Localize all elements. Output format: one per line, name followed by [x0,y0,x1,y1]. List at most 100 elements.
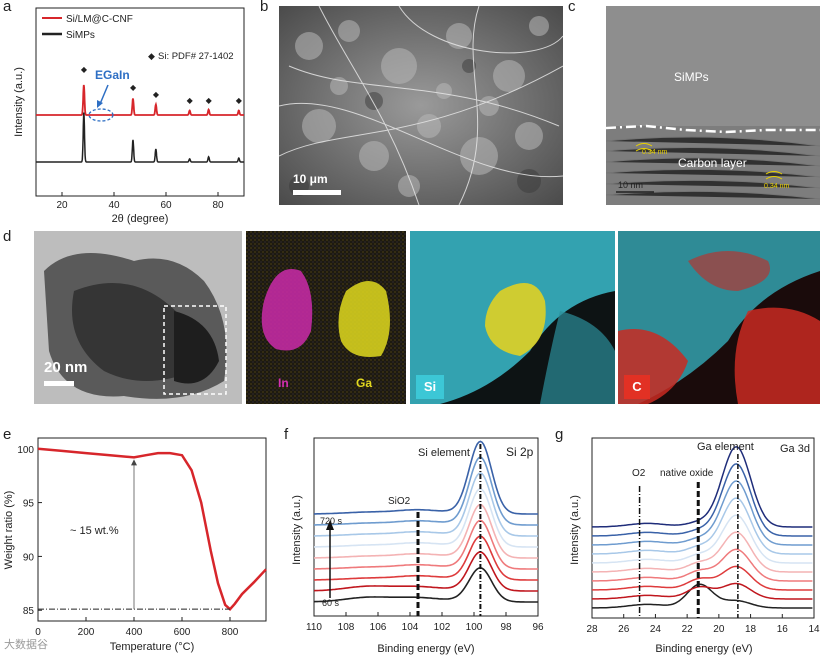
ga3d-xlabel: Binding energy (eV) [655,643,752,655]
peak-marker-icon: ◆ [153,90,160,99]
carbon-layer-label: Carbon layer [678,156,747,170]
tga-ytick-label: 85 [23,606,35,617]
peak-marker-icon: ◆ [206,96,213,105]
tga-ytick-label: 100 [17,445,34,456]
o2-label: O2 [632,468,646,479]
ga3d-xtick-label: 26 [618,624,630,635]
si2p-xtick-label: 106 [370,622,387,633]
ga3d-series [592,514,813,564]
si2p-series [314,519,538,570]
sem-texture [279,6,563,205]
ga3d-series [592,446,813,528]
si2p-xtick-label: 102 [434,622,451,633]
ga3d-series [592,480,813,546]
tga-xtick-label: 800 [222,627,239,638]
axes-frame-e [37,437,267,622]
sem-scalebar [293,190,341,195]
panel-label-c: c [568,0,576,15]
si2p-xtick-label: 98 [500,622,512,633]
si2p-series [314,535,538,581]
hrtem-scalebar-label: 10 nm [618,180,644,190]
xrd-series-simps [36,112,244,163]
d-spacing-2: 0.34 nm [764,183,790,190]
peak-marker-icon: ◆ [81,65,88,74]
egain-circle [88,108,114,122]
legend-label-composite: Si/LM@C-CNF [66,14,133,25]
xrd-ylabel: Intensity (a.u.) [13,67,25,137]
panel-label-f: f [284,426,289,443]
interface-line [606,124,820,134]
eds-map-in-ga: In Ga [246,231,406,404]
selected-area-box [163,305,227,395]
eds-in-ga-texture [246,231,406,404]
tga-curve [37,447,267,611]
si2p-title: Si 2p [506,445,534,459]
si2p-xtick-label: 100 [466,622,483,633]
panel-label-b: b [260,0,269,15]
si2p-series [314,440,538,515]
native-oxide-label: native oxide [660,468,714,479]
tga-xtick-label: 400 [126,627,143,638]
legend-label-simps: SiMPs [66,30,95,41]
c-map-label: C [624,375,650,399]
si2p-series [314,487,538,548]
time-top: 720 s [320,516,343,526]
si2p-series [314,503,538,559]
panel-label-d: d [3,228,12,245]
ga3d-series [592,463,813,537]
sio2-label: SiO2 [388,496,411,507]
diamond-icon: ◆ [148,51,155,61]
tem-image: 20 nm [34,231,242,404]
peak-marker-icon: ◆ [130,83,137,92]
in-map-label: In [278,376,289,390]
si2p-xtick-label: 96 [532,622,544,633]
si-element-label: Si element [418,447,470,459]
egain-arrow [99,84,109,105]
xrd-chart: ◆ ◆ ◆ ◆ ◆ ◆ 20 40 60 80 Si/LM@C-CNF SiMPs ◆ Si: … [13,7,245,225]
ga3d-xtick-label: 28 [586,624,598,635]
si2p-xlabel: Binding energy (eV) [377,643,474,655]
time-bottom: 60 s [322,598,340,608]
tga-ytick-label: 95 [23,499,35,510]
si2p-series [313,551,538,592]
ga3d-xtick-label: 20 [713,624,725,635]
ga3d-series [592,583,813,609]
axes-frame-g [591,437,815,619]
ga3d-ylabel: Intensity (a.u.) [569,495,581,565]
tem-texture [34,231,242,404]
ga3d-xtick-label: 16 [777,624,789,635]
si-map-label: Si [416,375,444,399]
egain-arrowhead [97,100,103,108]
xrd-xtick-label: 80 [212,200,224,211]
si2p-xtick-label: 110 [306,622,322,633]
eds-map-c: C [618,231,820,404]
time-arrowhead [326,520,334,530]
xrd-xtick-label: 40 [108,200,120,211]
sem-scalebar-label: 10 μm [293,172,328,186]
tga-chart: 0 200 400 600 800 85 90 95 100 ~ 15 wt.% Tempera… [3,437,267,653]
ga3d-xtick-label: 24 [650,624,662,635]
ga3d-xtick-label: 14 [808,624,820,635]
xrd-xtick-label: 60 [160,200,172,211]
ga3d-series [592,548,813,582]
eds-si-texture [410,231,615,404]
tga-ytick-label: 90 [23,552,35,563]
si2p-series [313,566,538,603]
sem-image: 10 μm [279,6,563,205]
ga3d-series [592,565,813,591]
panel-label-a: a [3,0,12,15]
tem-scalebar [44,381,74,386]
tga-ylabel: Weight ratio (%) [3,491,15,570]
peak-marker-icon: ◆ [236,96,243,105]
watermark: 大数据谷 [4,639,48,651]
hrtem-image: SiMPs Carbon layer 0.34 nm 0.34 nm 10 nm [606,6,820,205]
si2p-series [314,472,538,537]
ga-element-label: Ga element [697,441,754,453]
si2p-series [314,456,538,526]
ga3d-xtick-label: 18 [745,624,757,635]
axes-frame-a [35,7,245,197]
eds-map-si: Si [410,231,615,404]
si2p-xtick-label: 104 [402,622,419,633]
axes-frame-f [313,437,539,617]
d-spacing-1: 0.34 nm [642,149,668,156]
